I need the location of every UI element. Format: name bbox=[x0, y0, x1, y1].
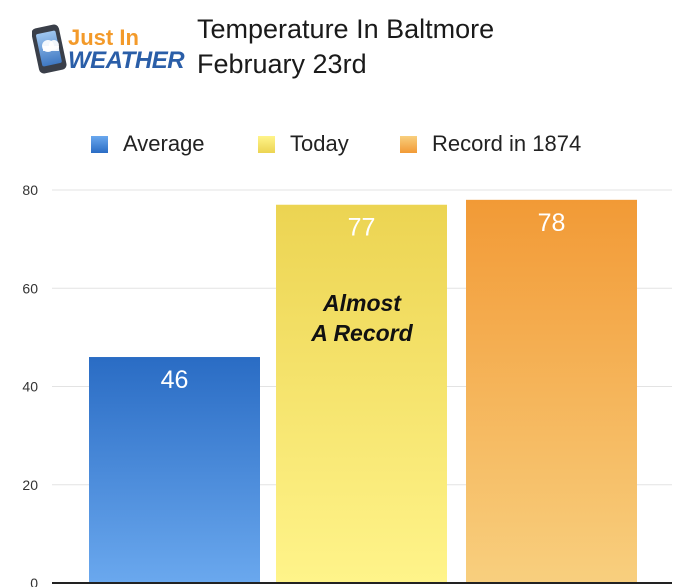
title-line-2: February 23rd bbox=[197, 49, 367, 79]
legend-item-average: Average bbox=[91, 131, 205, 157]
title-line-1: Temperature In Baltmore bbox=[197, 14, 495, 44]
y-tick-label-20: 20 bbox=[22, 477, 38, 493]
bar-2 bbox=[466, 199, 637, 583]
chart-title: Temperature In Baltmore February 23rd bbox=[197, 12, 494, 82]
bar-value-label-0: 46 bbox=[161, 366, 189, 394]
chart-annotation: Almost A Record bbox=[276, 288, 448, 348]
chart-legend: Average Today Record in 1874 bbox=[0, 131, 700, 163]
legend-item-today: Today bbox=[258, 131, 349, 157]
bar-value-label-2: 78 bbox=[538, 209, 566, 237]
legend-item-record: Record in 1874 bbox=[400, 131, 581, 157]
bar-value-label-1: 77 bbox=[348, 214, 376, 242]
y-tick-label-0: 0 bbox=[30, 575, 38, 587]
legend-label-record: Record in 1874 bbox=[432, 131, 582, 156]
logo-text-line1: Just In bbox=[68, 25, 139, 50]
y-tick-label-60: 60 bbox=[22, 280, 38, 296]
legend-label-today: Today bbox=[290, 131, 349, 156]
legend-swatch-today bbox=[258, 135, 275, 153]
logo-text-line2: WEATHER bbox=[68, 47, 185, 74]
legend-swatch-record bbox=[400, 135, 417, 153]
y-tick-label-80: 80 bbox=[22, 182, 38, 198]
legend-label-average: Average bbox=[123, 131, 205, 156]
annotation-line-1: Almost bbox=[323, 290, 401, 316]
just-in-weather-logo: Just In WEATHER bbox=[32, 24, 186, 74]
bar-1 bbox=[276, 204, 447, 584]
y-tick-label-40: 40 bbox=[22, 379, 38, 395]
legend-swatch-average bbox=[91, 135, 108, 153]
bar-0 bbox=[89, 357, 260, 583]
annotation-line-2: A Record bbox=[311, 320, 413, 346]
